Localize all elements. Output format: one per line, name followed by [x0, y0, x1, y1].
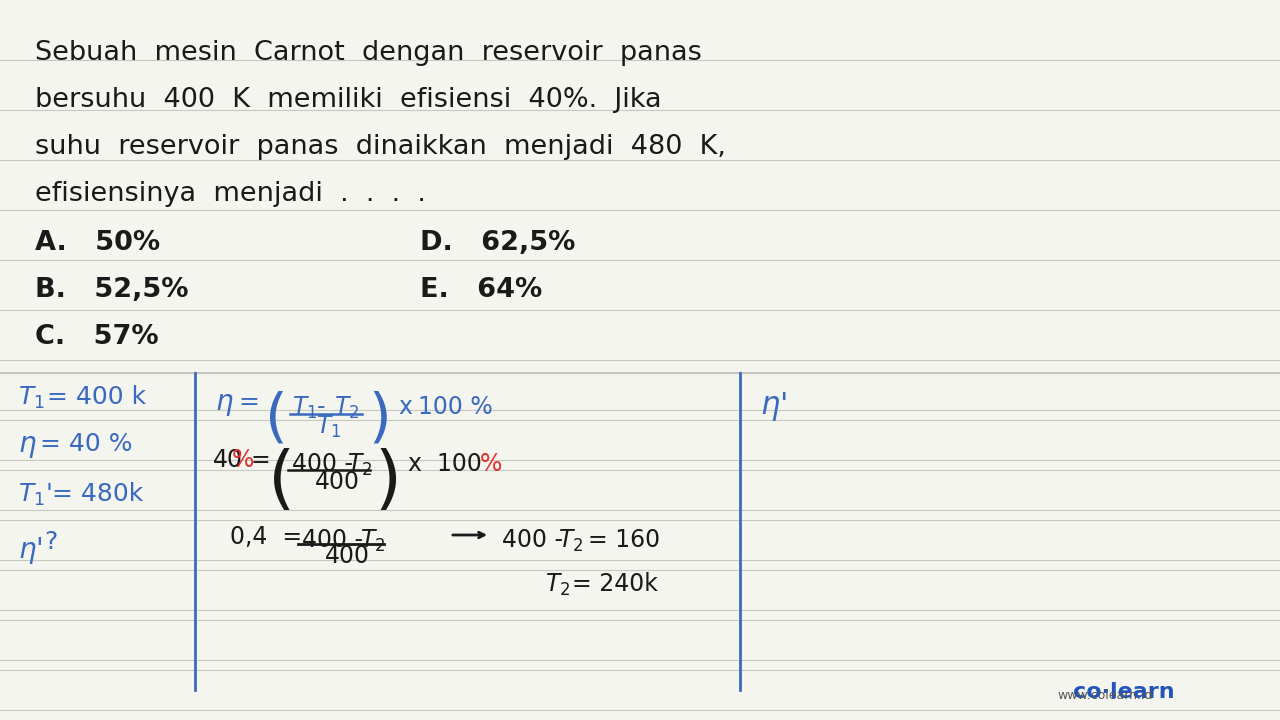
- Text: 400 -: 400 -: [302, 528, 364, 552]
- Text: $T_1$': $T_1$': [18, 482, 51, 508]
- Text: 100 %: 100 %: [419, 395, 493, 419]
- Text: $T_1$: $T_1$: [292, 395, 317, 421]
- Text: =: =: [238, 390, 259, 414]
- Text: (: (: [268, 448, 296, 515]
- Text: x: x: [398, 395, 412, 419]
- Text: 400: 400: [315, 470, 360, 494]
- Text: A.   50%: A. 50%: [35, 230, 160, 256]
- Text: $T_2$: $T_2$: [347, 452, 372, 478]
- Text: suhu  reservoir  panas  dinaikkan  menjadi  480  K,: suhu reservoir panas dinaikkan menjadi 4…: [35, 134, 726, 160]
- Text: =: =: [250, 448, 270, 472]
- Text: ): ): [374, 448, 401, 515]
- Text: 40: 40: [212, 448, 243, 472]
- Text: (: (: [265, 390, 288, 447]
- Text: $\eta$': $\eta$': [18, 535, 42, 566]
- Text: D.   62,5%: D. 62,5%: [420, 230, 576, 256]
- Text: = 40 %: = 40 %: [40, 432, 133, 456]
- Text: $T_2$: $T_2$: [360, 528, 385, 554]
- Text: ?: ?: [44, 530, 58, 554]
- Text: B.   52,5%: B. 52,5%: [35, 277, 188, 303]
- Text: co·learn: co·learn: [1074, 682, 1175, 702]
- Text: Sebuah  mesin  Carnot  dengan  reservoir  panas: Sebuah mesin Carnot dengan reservoir pan…: [35, 40, 701, 66]
- Text: x  100: x 100: [408, 452, 481, 476]
- Text: = 400 k: = 400 k: [47, 385, 146, 409]
- Text: $T_1$: $T_1$: [316, 414, 342, 440]
- Text: bersuhu  400  K  memiliki  efisiensi  40%.  Jika: bersuhu 400 K memiliki efisiensi 40%. Ji…: [35, 87, 662, 113]
- Text: E.   64%: E. 64%: [420, 277, 543, 303]
- Text: C.   57%: C. 57%: [35, 324, 159, 350]
- Text: $\eta$: $\eta$: [18, 432, 37, 460]
- Text: = 160: = 160: [588, 528, 660, 552]
- Text: $\eta$: $\eta$: [215, 390, 234, 418]
- Text: = 240k: = 240k: [572, 572, 658, 596]
- Text: 0,4  =: 0,4 =: [230, 525, 302, 549]
- Text: = 480k: = 480k: [52, 482, 143, 506]
- Text: %: %: [480, 452, 502, 476]
- Text: $T_2$: $T_2$: [545, 572, 571, 598]
- Text: $T_2$: $T_2$: [334, 395, 360, 421]
- Text: ): ): [369, 390, 390, 447]
- Text: $T_2$: $T_2$: [558, 528, 584, 554]
- Text: $\eta$': $\eta$': [760, 390, 787, 423]
- Text: www.colearn.id: www.colearn.id: [1057, 689, 1152, 702]
- Text: $T_1$: $T_1$: [18, 385, 45, 411]
- Text: 400 -: 400 -: [502, 528, 563, 552]
- Text: 400 -: 400 -: [292, 452, 353, 476]
- Text: %: %: [232, 448, 255, 472]
- Text: 400: 400: [325, 544, 370, 568]
- Text: -: -: [317, 395, 325, 419]
- Text: efisiensinya  menjadi  .  .  .  .: efisiensinya menjadi . . . .: [35, 181, 426, 207]
